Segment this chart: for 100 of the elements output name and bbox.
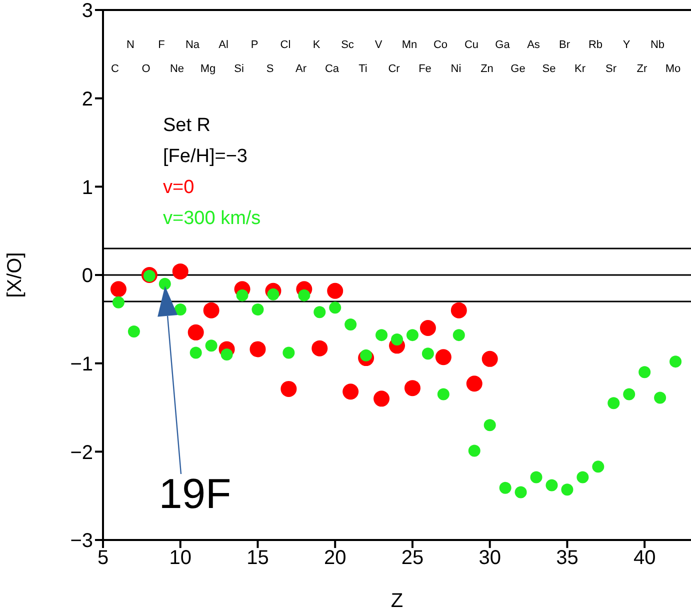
annotation: Cr xyxy=(388,63,400,75)
annotation: K xyxy=(312,39,321,51)
y-tick-label: 2 xyxy=(82,88,93,110)
annotation: C xyxy=(111,63,120,75)
x-axis-title: Z xyxy=(390,590,404,609)
point xyxy=(374,390,390,407)
annotation: Rb xyxy=(588,39,603,51)
point xyxy=(468,444,480,457)
point xyxy=(112,296,124,308)
text: v=0 xyxy=(163,176,196,200)
point xyxy=(404,380,420,396)
annotation: F xyxy=(158,39,166,51)
point xyxy=(450,302,467,318)
annotation: N xyxy=(126,39,135,51)
point xyxy=(466,376,482,392)
point xyxy=(499,482,512,494)
annotation: Ni xyxy=(450,63,462,75)
annotation: Ne xyxy=(170,63,184,75)
point xyxy=(205,340,218,352)
point xyxy=(422,348,434,360)
annotation: As xyxy=(527,39,540,51)
annotation: P xyxy=(250,39,258,51)
point xyxy=(344,318,357,330)
y-tick-label: 0 xyxy=(82,265,93,288)
point xyxy=(220,348,233,360)
point xyxy=(406,329,418,342)
point xyxy=(236,289,248,302)
point xyxy=(280,380,297,397)
point xyxy=(435,349,452,366)
point xyxy=(250,341,266,358)
annotation: Nb xyxy=(650,39,665,51)
point xyxy=(312,340,328,356)
annotation: Ti xyxy=(358,63,368,75)
y-tick-label: 1 xyxy=(82,176,93,199)
annotation: Ga xyxy=(495,39,511,51)
point xyxy=(654,392,666,404)
annotation: Fe xyxy=(418,63,432,75)
point xyxy=(592,460,604,473)
annotation: Sr xyxy=(606,63,617,75)
annotation: V xyxy=(374,39,383,51)
y-tick-label: −1 xyxy=(70,353,93,376)
point xyxy=(298,289,310,302)
annotation: O xyxy=(142,63,151,75)
y-tick-label: 3 xyxy=(82,0,93,22)
point xyxy=(327,282,344,299)
point xyxy=(174,303,186,316)
point xyxy=(484,419,496,432)
annotation: Al xyxy=(218,39,228,51)
x-tick-label: 15 xyxy=(246,547,269,570)
y-tick-label: −2 xyxy=(70,442,93,464)
point xyxy=(546,479,558,492)
annotation: Ca xyxy=(324,63,340,75)
annotation: Cl xyxy=(280,39,291,51)
point xyxy=(172,263,188,280)
point xyxy=(203,302,220,318)
x-tick-label: 30 xyxy=(478,547,501,570)
point xyxy=(514,486,527,498)
point xyxy=(530,471,542,484)
annotation: Mo xyxy=(665,63,681,75)
annotation: Y xyxy=(622,39,631,51)
annotation: Ge xyxy=(510,63,526,75)
point xyxy=(252,303,264,316)
x-tick-label: 20 xyxy=(324,547,346,570)
x-tick-label: 5 xyxy=(97,547,109,570)
annotation: Co xyxy=(433,39,448,51)
annotation: Mn xyxy=(402,39,418,51)
text: v=300 km/s xyxy=(163,207,261,231)
annotation: [Fe/H]=−3 xyxy=(163,145,248,169)
annotation: Zr xyxy=(636,63,648,75)
point xyxy=(420,320,436,336)
annotation: Na xyxy=(185,39,200,51)
x-tick-label: 10 xyxy=(169,547,192,570)
annotation: 19F xyxy=(158,470,232,517)
point xyxy=(188,324,204,340)
point xyxy=(638,366,651,378)
point xyxy=(190,346,202,359)
point xyxy=(561,484,574,496)
point xyxy=(314,306,326,318)
point xyxy=(376,329,388,342)
annotation: Sc xyxy=(341,39,354,51)
point xyxy=(128,326,140,338)
point xyxy=(452,329,465,342)
x-tick-label: 25 xyxy=(401,547,424,570)
annotation: Mg xyxy=(200,63,216,75)
y-axis-title: [X/O] xyxy=(4,252,26,298)
annotation: Zn xyxy=(480,63,494,75)
point xyxy=(282,346,295,359)
point xyxy=(670,356,682,368)
point xyxy=(576,471,589,484)
x-tick-label: 40 xyxy=(633,547,656,570)
point xyxy=(342,384,359,400)
point xyxy=(391,333,403,346)
annotation: S xyxy=(266,63,274,75)
annotation: Si xyxy=(234,63,244,75)
x-tick-label: 35 xyxy=(556,547,578,570)
point xyxy=(437,388,450,400)
point xyxy=(329,302,342,314)
legend-title: Set R xyxy=(163,114,212,138)
annotation: Kr xyxy=(574,63,586,75)
annotation: Br xyxy=(559,39,570,51)
